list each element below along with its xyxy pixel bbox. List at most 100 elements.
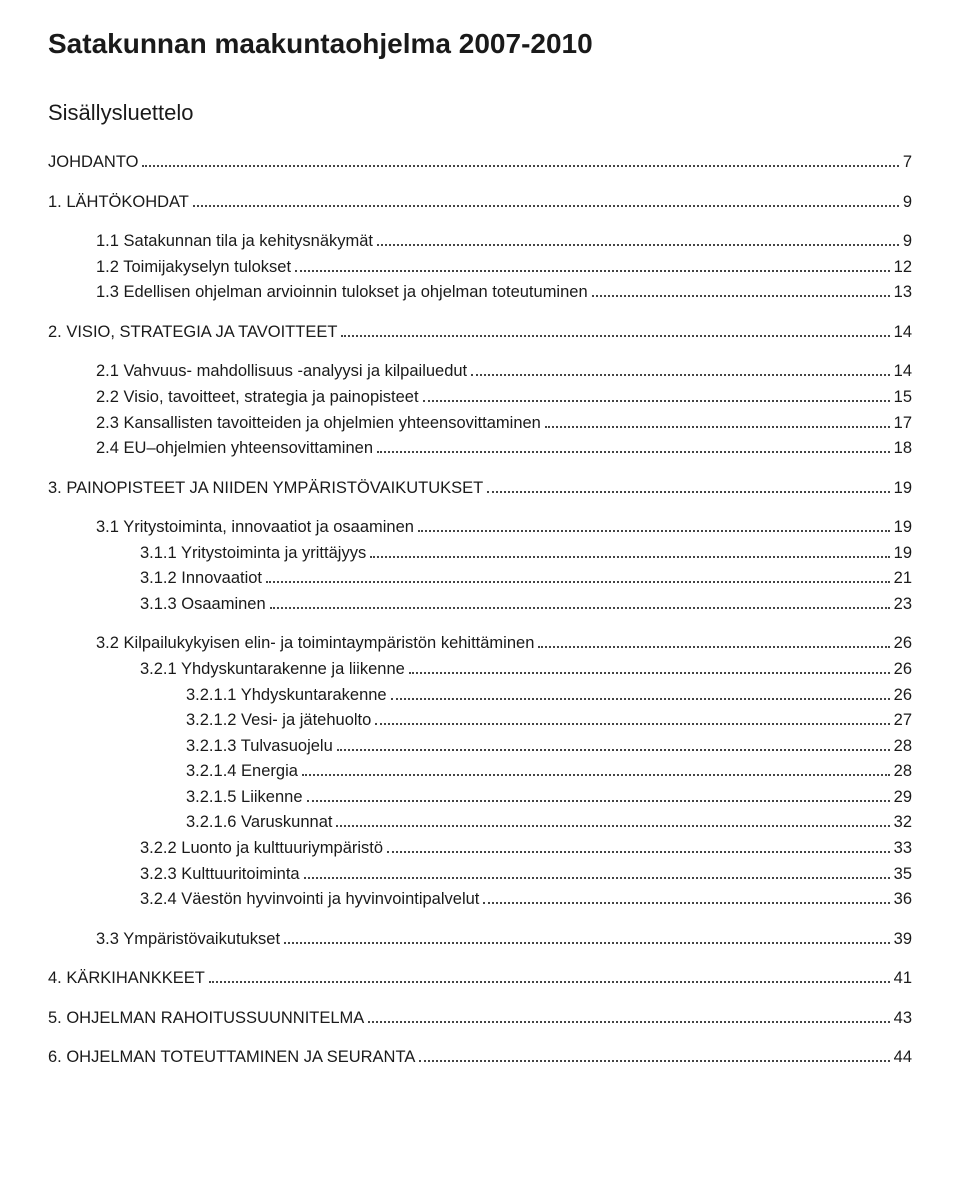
toc-entry-label: 3.2.2 Luonto ja kulttuuriympäristö — [140, 836, 383, 862]
toc-entry-page: 19 — [894, 515, 912, 541]
toc-entry-label: 2.4 EU–ohjelmien yhteensovittaminen — [96, 436, 373, 462]
toc-entry-label: 2. VISIO, STRATEGIA JA TAVOITTEET — [48, 320, 337, 346]
toc-leader-dots — [336, 825, 889, 827]
table-of-contents: JOHDANTO71. LÄHTÖKOHDAT91.1 Satakunnan t… — [48, 150, 912, 1071]
toc-leader-dots — [487, 491, 889, 493]
toc-heading: Sisällysluettelo — [48, 100, 912, 126]
toc-entry-label: 3.2.1.3 Tulvasuojelu — [186, 734, 333, 760]
toc-entry-page: 15 — [894, 385, 912, 411]
toc-entry-label: 2.2 Visio, tavoitteet, strategia ja pain… — [96, 385, 419, 411]
toc-leader-dots — [375, 723, 889, 725]
toc-leader-dots — [419, 1060, 889, 1062]
toc-entry: 1.1 Satakunnan tila ja kehitysnäkymät9 — [48, 229, 912, 255]
toc-entry-page: 29 — [894, 785, 912, 811]
toc-leader-dots — [284, 942, 890, 944]
toc-entry-page: 14 — [894, 359, 912, 385]
toc-entry: 2.1 Vahvuus- mahdollisuus -analyysi ja k… — [48, 359, 912, 385]
toc-leader-dots — [377, 244, 899, 246]
toc-entry: 2.3 Kansallisten tavoitteiden ja ohjelmi… — [48, 411, 912, 437]
toc-leader-dots — [295, 270, 890, 272]
toc-entry-page: 9 — [903, 229, 912, 255]
toc-entry-page: 44 — [894, 1045, 912, 1071]
toc-entry-page: 28 — [894, 759, 912, 785]
toc-entry-label: 3.1.3 Osaaminen — [140, 592, 266, 618]
toc-leader-dots — [538, 646, 889, 648]
toc-leader-dots — [341, 335, 889, 337]
toc-entry-label: 6. OHJELMAN TOTEUTTAMINEN JA SEURANTA — [48, 1045, 415, 1071]
toc-entry-label: 1. LÄHTÖKOHDAT — [48, 190, 189, 216]
toc-entry: 3. PAINOPISTEET JA NIIDEN YMPÄRISTÖVAIKU… — [48, 476, 912, 502]
toc-leader-dots — [370, 556, 889, 558]
toc-entry-label: 3.2.1.4 Energia — [186, 759, 298, 785]
toc-leader-dots — [337, 749, 890, 751]
toc-entry-page: 13 — [894, 280, 912, 306]
toc-entry-page: 17 — [894, 411, 912, 437]
toc-entry-label: 3. PAINOPISTEET JA NIIDEN YMPÄRISTÖVAIKU… — [48, 476, 483, 502]
toc-entry: 1.3 Edellisen ohjelman arvioinnin tuloks… — [48, 280, 912, 306]
toc-entry-page: 21 — [894, 566, 912, 592]
toc-entry-label: 3.2.4 Väestön hyvinvointi ja hyvinvointi… — [140, 887, 479, 913]
toc-entry: 3.2.1.3 Tulvasuojelu 28 — [48, 734, 912, 760]
toc-leader-dots — [409, 672, 890, 674]
toc-leader-dots — [266, 581, 890, 583]
toc-entry-page: 26 — [894, 657, 912, 683]
toc-entry: 2.4 EU–ohjelmien yhteensovittaminen18 — [48, 436, 912, 462]
toc-entry-page: 19 — [894, 476, 912, 502]
toc-entry-page: 27 — [894, 708, 912, 734]
toc-entry: 6. OHJELMAN TOTEUTTAMINEN JA SEURANTA 44 — [48, 1045, 912, 1071]
toc-entry: 1.2 Toimijakyselyn tulokset12 — [48, 255, 912, 281]
toc-entry: 3.2.1.2 Vesi- ja jätehuolto 27 — [48, 708, 912, 734]
toc-leader-dots — [209, 981, 890, 983]
toc-entry-page: 41 — [894, 966, 912, 992]
toc-entry-page: 26 — [894, 683, 912, 709]
toc-entry-label: 3.2.3 Kulttuuritoiminta — [140, 862, 300, 888]
toc-leader-dots — [302, 774, 890, 776]
toc-leader-dots — [423, 400, 890, 402]
toc-entry-label: 3.2.1 Yhdyskuntarakenne ja liikenne — [140, 657, 405, 683]
toc-entry: JOHDANTO7 — [48, 150, 912, 176]
document-title: Satakunnan maakuntaohjelma 2007-2010 — [48, 28, 912, 60]
toc-entry-label: 3.1.2 Innovaatiot — [140, 566, 262, 592]
toc-entry-page: 9 — [903, 190, 912, 216]
toc-entry-label: 5. OHJELMAN RAHOITUSSUUNNITELMA — [48, 1006, 364, 1032]
toc-leader-dots — [483, 902, 889, 904]
toc-entry: 3.2 Kilpailukykyisen elin- ja toimintaym… — [48, 631, 912, 657]
toc-leader-dots — [270, 607, 890, 609]
toc-entry: 3.2.1 Yhdyskuntarakenne ja liikenne 26 — [48, 657, 912, 683]
toc-leader-dots — [142, 165, 898, 167]
toc-entry-label: 4. KÄRKIHANKKEET — [48, 966, 205, 992]
toc-entry-page: 35 — [894, 862, 912, 888]
toc-leader-dots — [418, 530, 890, 532]
toc-entry: 3.1.2 Innovaatiot 21 — [48, 566, 912, 592]
toc-entry-label: 3.2.1.1 Yhdyskuntarakenne — [186, 683, 387, 709]
toc-entry: 3.2.1.6 Varuskunnat32 — [48, 810, 912, 836]
toc-entry: 3.3 Ympäristövaikutukset39 — [48, 927, 912, 953]
toc-entry-label: 3.2.1.2 Vesi- ja jätehuolto — [186, 708, 371, 734]
toc-leader-dots — [377, 451, 890, 453]
toc-entry: 2. VISIO, STRATEGIA JA TAVOITTEET14 — [48, 320, 912, 346]
toc-entry-page: 36 — [894, 887, 912, 913]
toc-leader-dots — [193, 205, 899, 207]
toc-leader-dots — [307, 800, 890, 802]
toc-entry: 3.2.3 Kulttuuritoiminta 35 — [48, 862, 912, 888]
toc-entry-label: 2.1 Vahvuus- mahdollisuus -analyysi ja k… — [96, 359, 467, 385]
toc-entry: 1. LÄHTÖKOHDAT 9 — [48, 190, 912, 216]
toc-entry: 3.1.1 Yritystoiminta ja yrittäjyys19 — [48, 541, 912, 567]
toc-leader-dots — [368, 1021, 889, 1023]
toc-entry-page: 23 — [894, 592, 912, 618]
toc-entry-page: 33 — [894, 836, 912, 862]
toc-entry-page: 28 — [894, 734, 912, 760]
toc-entry-page: 43 — [894, 1006, 912, 1032]
toc-entry: 2.2 Visio, tavoitteet, strategia ja pain… — [48, 385, 912, 411]
toc-entry-page: 32 — [894, 810, 912, 836]
toc-entry-page: 39 — [894, 927, 912, 953]
toc-leader-dots — [545, 426, 890, 428]
toc-entry-page: 7 — [903, 150, 912, 176]
toc-entry: 4. KÄRKIHANKKEET 41 — [48, 966, 912, 992]
toc-leader-dots — [387, 851, 890, 853]
toc-entry: 3.2.1.4 Energia 28 — [48, 759, 912, 785]
toc-entry-label: 2.3 Kansallisten tavoitteiden ja ohjelmi… — [96, 411, 541, 437]
toc-entry-label: 3.1.1 Yritystoiminta ja yrittäjyys — [140, 541, 366, 567]
toc-entry: 3.2.1.5 Liikenne29 — [48, 785, 912, 811]
toc-leader-dots — [304, 877, 890, 879]
